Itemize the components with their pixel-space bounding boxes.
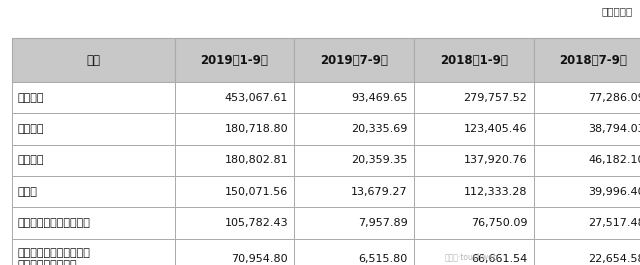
Bar: [414, 207, 534, 239]
Bar: [294, 113, 414, 145]
Bar: [12, 38, 175, 82]
Bar: [534, 38, 640, 82]
Bar: [294, 38, 414, 82]
Text: 112,333.28: 112,333.28: [464, 187, 527, 197]
Text: 46,182.10: 46,182.10: [589, 155, 640, 165]
Text: 营业收入: 营业收入: [18, 93, 44, 103]
Text: 279,757.52: 279,757.52: [463, 93, 527, 103]
Bar: [414, 176, 534, 207]
Text: 扣除非经常性损益后归属
于母公司股东净利润: 扣除非经常性损益后归属 于母公司股东净利润: [18, 248, 91, 265]
Bar: [534, 145, 640, 176]
Bar: [294, 176, 414, 207]
Bar: [294, 207, 414, 239]
Text: 项目: 项目: [86, 54, 100, 67]
Bar: [12, 145, 175, 176]
Text: 2018年7-9月: 2018年7-9月: [559, 54, 627, 67]
Text: 150,071.56: 150,071.56: [225, 187, 288, 197]
Text: 137,920.76: 137,920.76: [464, 155, 527, 165]
Bar: [175, 82, 294, 113]
Bar: [294, 82, 414, 113]
Bar: [175, 145, 294, 176]
Bar: [12, 82, 175, 113]
Text: 2018年1-9月: 2018年1-9月: [440, 54, 508, 67]
Text: 22,654.58: 22,654.58: [589, 254, 640, 264]
Bar: [175, 38, 294, 82]
Bar: [414, 38, 534, 82]
Bar: [414, 113, 534, 145]
Text: 27,517.48: 27,517.48: [588, 218, 640, 228]
Text: 7,957.89: 7,957.89: [358, 218, 408, 228]
Text: 单位：万元: 单位：万元: [601, 7, 632, 17]
Text: 2019年7-9月: 2019年7-9月: [320, 54, 388, 67]
Text: 营业利润: 营业利润: [18, 124, 44, 134]
Bar: [414, 145, 534, 176]
Text: 77,286.09: 77,286.09: [588, 93, 640, 103]
Text: 利润总额: 利润总额: [18, 155, 44, 165]
Text: 2019年1-9月: 2019年1-9月: [200, 54, 269, 67]
Text: 归属于母公司股东净利润: 归属于母公司股东净利润: [18, 218, 91, 228]
Bar: [534, 207, 640, 239]
Text: 76,750.09: 76,750.09: [471, 218, 527, 228]
Bar: [534, 82, 640, 113]
Bar: [175, 176, 294, 207]
Text: 93,469.65: 93,469.65: [351, 93, 408, 103]
Text: 180,802.81: 180,802.81: [225, 155, 288, 165]
Text: 453,067.61: 453,067.61: [225, 93, 288, 103]
Text: 123,405.46: 123,405.46: [464, 124, 527, 134]
Bar: [175, 207, 294, 239]
Bar: [414, 82, 534, 113]
Bar: [534, 113, 640, 145]
Text: 6,515.80: 6,515.80: [358, 254, 408, 264]
Text: 20,335.69: 20,335.69: [351, 124, 408, 134]
Bar: [12, 207, 175, 239]
Bar: [12, 176, 175, 207]
Bar: [534, 238, 640, 265]
Bar: [175, 238, 294, 265]
Bar: [534, 176, 640, 207]
Text: 66,661.54: 66,661.54: [471, 254, 527, 264]
Bar: [12, 238, 175, 265]
Text: 105,782.43: 105,782.43: [225, 218, 288, 228]
Bar: [294, 145, 414, 176]
Bar: [294, 238, 414, 265]
Bar: [12, 113, 175, 145]
Bar: [175, 113, 294, 145]
Text: 38,794.03: 38,794.03: [589, 124, 640, 134]
Text: 180,718.80: 180,718.80: [225, 124, 288, 134]
Text: 20,359.35: 20,359.35: [351, 155, 408, 165]
Text: 13,679.27: 13,679.27: [351, 187, 408, 197]
Text: 70,954.80: 70,954.80: [232, 254, 288, 264]
Text: 净利润: 净利润: [18, 187, 38, 197]
Bar: [414, 238, 534, 265]
Text: 微信号·touchweb: 微信号·touchweb: [445, 252, 499, 261]
Text: 39,996.40: 39,996.40: [589, 187, 640, 197]
